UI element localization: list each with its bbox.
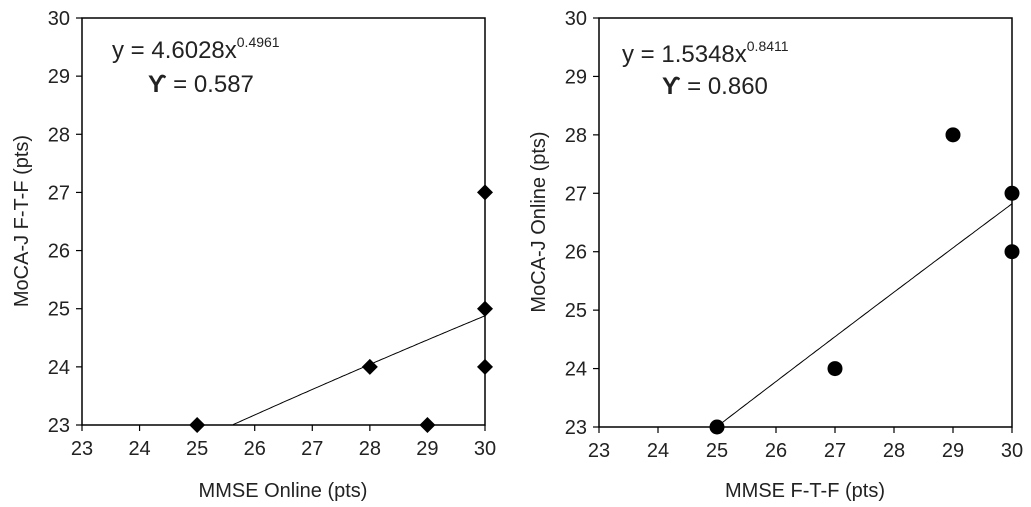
correlation-symbol: ϒ: [148, 71, 167, 98]
diamond-marker: [361, 358, 378, 375]
diamond-marker: [477, 300, 493, 317]
chart-right: 23 24 25 26 27 28 29 30 23 24 25 26 27 28 29 30 MMSE F…: [528, 8, 1023, 502]
y-tick-label: 26: [565, 242, 587, 264]
x-axis: 23 24 25 26 27 28 29 30: [588, 427, 1023, 462]
y-tick-label: 29: [565, 66, 587, 88]
x-tick-label: 30: [1001, 440, 1023, 462]
y-tick-label: 25: [565, 300, 587, 322]
trendline: [716, 203, 1013, 428]
diamond-marker: [189, 417, 206, 433]
x-tick-label: 30: [474, 438, 496, 460]
x-tick-label: 23: [588, 440, 610, 462]
y-axis-title: MoCA-J F-T-F (pts): [11, 135, 33, 307]
correlation-number: = 0.587: [166, 71, 253, 98]
circle-marker: [1004, 185, 1020, 201]
correlation-value: ϒ = 0.860: [662, 73, 768, 100]
circle-marker: [709, 419, 725, 435]
plot-area-frame: [81, 17, 486, 426]
diamond-marker: [477, 184, 493, 201]
trendline-path: [716, 203, 1013, 428]
x-tick-label: 25: [706, 440, 728, 462]
x-tick-label: 24: [128, 438, 150, 460]
circle-marker: [1004, 244, 1020, 260]
x-tick-label: 28: [883, 440, 905, 462]
chart-left: 23 24 25 26 27 28 29 30 23 24 25 26 27 28 29 30 MMSE O…: [11, 8, 496, 502]
x-tick-label: 29: [416, 438, 438, 460]
equation-main: y = 4.6028x: [112, 37, 237, 64]
equation-exponent: 0.4961: [237, 34, 280, 50]
y-tick-label: 28: [48, 124, 70, 146]
y-tick-label: 30: [565, 8, 587, 30]
y-axis: 23 24 25 26 27 28 29 30: [565, 8, 599, 439]
plot-area-frame: [598, 17, 1013, 428]
y-tick-label: 24: [48, 357, 70, 379]
y-tick-label: 27: [48, 182, 70, 204]
x-axis-title: MMSE F-T-F (pts): [725, 480, 885, 502]
x-tick-label: 26: [244, 438, 266, 460]
y-tick-label: 24: [565, 359, 587, 381]
x-tick-label: 27: [301, 438, 323, 460]
diamond-marker: [419, 417, 436, 433]
data-points: [709, 127, 1020, 435]
trendline: [232, 315, 486, 426]
x-axis-title: MMSE Online (pts): [199, 480, 368, 502]
y-tick-label: 26: [48, 241, 70, 263]
y-tick-label: 25: [48, 299, 70, 321]
y-tick-label: 30: [48, 8, 70, 30]
equation-exponent: 0.8411: [747, 38, 789, 54]
x-tick-label: 27: [824, 440, 846, 462]
diamond-marker: [477, 358, 493, 375]
x-tick-label: 23: [71, 438, 93, 460]
y-axis-title: MoCA-J Online (pts): [528, 131, 550, 312]
trend-equation: y = 4.6028x0.4961: [112, 34, 280, 64]
x-tick-label: 26: [765, 440, 787, 462]
y-tick-label: 28: [565, 125, 587, 147]
circle-marker: [945, 127, 961, 143]
y-tick-label: 29: [48, 66, 70, 88]
equation-main: y = 1.5348x: [622, 41, 747, 68]
trend-equation: y = 1.5348x0.8411: [622, 38, 789, 68]
correlation-symbol: ϒ: [662, 73, 681, 100]
x-tick-label: 28: [359, 438, 381, 460]
x-tick-label: 24: [647, 440, 669, 462]
x-tick-label: 25: [186, 438, 208, 460]
correlation-number: = 0.860: [680, 73, 767, 100]
x-axis: 23 24 25 26 27 28 29 30: [71, 425, 496, 460]
y-tick-label: 27: [565, 183, 587, 205]
circle-marker: [827, 361, 843, 377]
y-axis: 23 24 25 26 27 28 29 30: [48, 8, 82, 437]
y-tick-label: 23: [48, 415, 70, 437]
correlation-value: ϒ = 0.587: [148, 71, 254, 98]
trendline-path: [232, 315, 486, 426]
y-tick-label: 23: [565, 417, 587, 439]
x-tick-label: 29: [942, 440, 964, 462]
data-points: [189, 184, 493, 433]
